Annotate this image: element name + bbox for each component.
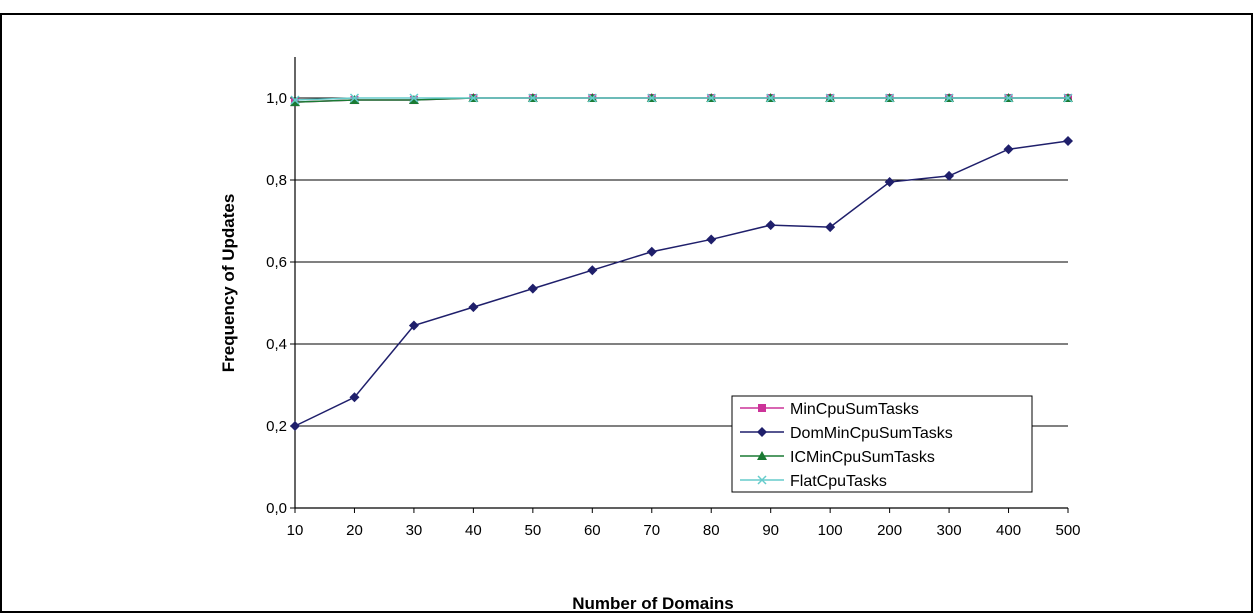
marker-stroke — [706, 93, 716, 103]
x-tick-label: 50 — [525, 522, 542, 539]
data-point — [587, 93, 597, 103]
legend-label: FlatCpuTasks — [790, 473, 887, 490]
x-tick-label: 60 — [584, 522, 601, 539]
y-axis-label: Frequency of Updates — [219, 194, 238, 373]
marker-stroke — [587, 93, 597, 103]
x-axis-label: Number of Domains — [572, 594, 734, 613]
data-point — [349, 95, 360, 105]
legend-swatch-marker — [758, 404, 766, 412]
series-FlatCpuTasks — [290, 93, 1073, 105]
legend: MinCpuSumTasks DomMinCpuSumTasks ICMinCpuS… — [731, 395, 1033, 493]
marker-stroke — [409, 93, 419, 103]
marker-stroke — [528, 93, 538, 103]
data-point — [1003, 144, 1014, 155]
x-tick-label: 200 — [877, 522, 902, 539]
x-tick-label: 20 — [346, 522, 363, 539]
data-point — [290, 95, 300, 105]
data-point — [349, 93, 359, 103]
marker-stroke — [757, 475, 767, 485]
x-tick-label: 100 — [818, 522, 843, 539]
data-point — [885, 93, 895, 103]
marker-stroke — [766, 93, 776, 103]
y-tick-label: 0,0 — [266, 500, 287, 517]
data-point — [408, 320, 419, 331]
data-point — [468, 93, 478, 103]
y-tick-label: 1,0 — [266, 90, 287, 107]
legend-swatch-marker — [757, 475, 767, 485]
data-point — [1063, 136, 1073, 147]
data-point — [766, 93, 776, 103]
x-tick-label: 10 — [287, 522, 304, 539]
series-layer — [290, 93, 1073, 431]
marker-stroke — [885, 93, 895, 103]
legend-label: DomMinCpuSumTasks — [790, 425, 953, 442]
legend-box — [731, 395, 1033, 493]
y-tick-label: 0,6 — [266, 254, 287, 271]
data-point — [765, 220, 776, 231]
y-tick-label: 0,2 — [266, 418, 287, 435]
x-tick-label: 30 — [406, 522, 423, 539]
marker-stroke — [1063, 93, 1073, 103]
x-tick-label: 400 — [996, 522, 1021, 539]
data-point — [528, 93, 538, 103]
series-line — [294, 140, 1069, 427]
data-point — [944, 93, 954, 103]
data-point — [1004, 93, 1014, 103]
marker-stroke — [468, 93, 478, 103]
chart-border — [0, 13, 1253, 613]
legend-swatch-marker — [757, 451, 767, 460]
data-point — [944, 170, 955, 181]
series-DomMinCpuSumTasks — [290, 136, 1073, 431]
data-point — [825, 222, 836, 233]
data-point — [646, 246, 657, 257]
legend-label: ICMinCpuSumTasks — [790, 449, 935, 466]
data-point — [1063, 93, 1073, 103]
marker-stroke — [1004, 93, 1014, 103]
marker-stroke — [647, 93, 657, 103]
tick-labels: 0,0 0,2 0,4 0,6 0,8 1,0 10 20 30 40 50 60 70 80 90 100 2… — [266, 90, 1080, 539]
x-tick-label: 80 — [703, 522, 720, 539]
marker-stroke — [349, 93, 359, 103]
data-point — [468, 302, 479, 313]
marker-stroke — [825, 93, 835, 103]
x-tick-label: 500 — [1055, 522, 1080, 539]
x-tick-label: 300 — [937, 522, 962, 539]
data-point — [349, 392, 360, 403]
y-tick-label: 0,4 — [266, 336, 287, 353]
legend-label: MinCpuSumTasks — [790, 401, 919, 418]
data-point — [706, 234, 717, 245]
data-point — [527, 283, 538, 294]
x-tick-label: 90 — [762, 522, 779, 539]
data-point — [409, 93, 419, 103]
series-line — [294, 97, 1068, 101]
data-point — [290, 97, 300, 107]
data-point — [706, 93, 716, 103]
data-point — [587, 265, 598, 276]
legend-swatch-marker — [757, 427, 767, 437]
marker-stroke — [944, 93, 954, 103]
data-point — [647, 93, 657, 103]
data-point — [408, 95, 419, 105]
data-point — [884, 177, 895, 188]
marker-stroke — [290, 95, 300, 105]
x-tick-label: 40 — [465, 522, 482, 539]
data-point — [825, 93, 835, 103]
data-point — [290, 421, 300, 431]
x-tick-label: 70 — [643, 522, 660, 539]
y-tick-label: 0,8 — [266, 172, 287, 189]
